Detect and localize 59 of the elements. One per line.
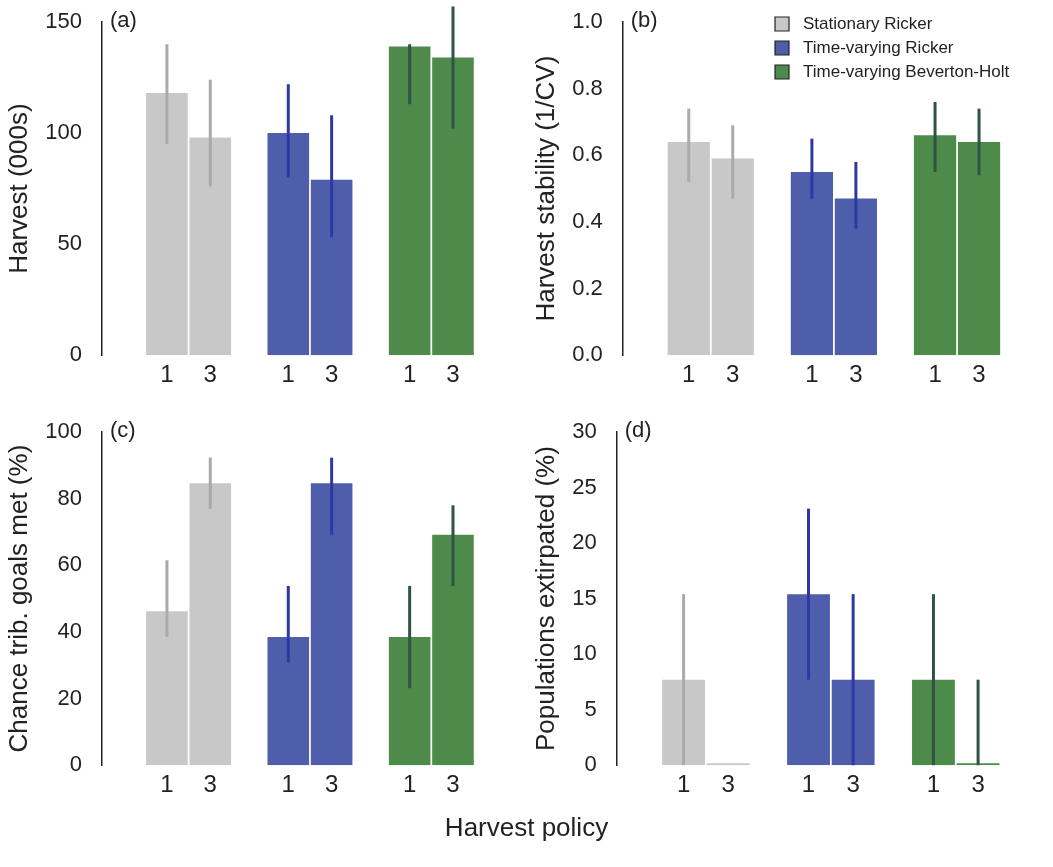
y-tick-label: 150 [45,8,82,34]
x-tick-label: 3 [446,770,460,798]
y-axis-title: Harvest stability (1/CV) [529,55,560,322]
x-axis-title: Harvest policy [443,812,610,843]
y-tick-label: 100 [45,418,82,444]
x-tick-label: 1 [682,360,696,388]
legend-label: Stationary Ricker [803,13,933,33]
x-tick-label: 3 [324,360,339,388]
y-tick-label: 100 [45,119,82,145]
x-tick-label: 1 [928,360,942,388]
y-tick-label: 30 [572,418,597,444]
y-tick-label: 40 [57,617,82,643]
annotation: (b) [630,7,658,33]
y-tick-label: 60 [57,551,82,577]
y-tick-label: 80 [57,484,82,510]
y-tick-label: 1.0 [572,8,603,34]
y-tick-label: 25 [572,473,597,499]
x-tick-label: 1 [801,770,816,798]
y-axis-title: Harvest (000s) [2,103,33,274]
x-tick-label: 3 [203,360,217,388]
legend-label: Time-varying Beverton-Holt [803,61,1010,81]
annotation: (a) [109,7,137,33]
x-tick-label: 3 [972,360,986,388]
y-tick-label: 0.4 [572,207,603,233]
y-tick-label: 0 [584,751,597,777]
x-tick-label: 1 [402,360,417,388]
legend-label: Time-varying Ricker [803,37,954,57]
x-tick-label: 3 [846,770,860,798]
x-tick-label: 3 [203,770,217,798]
x-tick-label: 1 [281,770,295,798]
x-tick-label: 1 [926,770,941,798]
y-tick-label: 20 [57,684,82,710]
x-tick-label: 3 [971,770,985,798]
x-tick-label: 3 [726,360,740,388]
y-tick-label: 15 [572,584,597,610]
y-axis-title: Populations extirpated (%) [529,446,560,752]
x-tick-label: 1 [281,360,295,388]
y-tick-label: 50 [57,230,82,256]
y-tick-label: 0.2 [572,274,603,300]
annotation: (c) [109,417,136,443]
text: (d) [624,417,652,443]
y-tick-label: 0 [69,341,82,367]
y-tick-label: 0.6 [572,141,603,167]
y-tick-label: 0.0 [572,341,603,367]
x-tick-label: 1 [402,770,417,798]
x-tick-label: 1 [805,360,819,388]
y-tick-label: 20 [572,529,597,555]
y-tick-label: 0 [69,751,82,777]
y-axis-title: Chance trib. goals met (%) [2,444,33,753]
x-tick-label: 3 [324,770,339,798]
y-tick-label: 10 [572,640,597,666]
x-tick-label: 1 [676,770,691,798]
x-tick-label: 3 [721,770,735,798]
y-tick-label: 5 [584,695,597,721]
x-tick-label: 3 [849,360,863,388]
x-tick-label: 1 [160,770,174,798]
y-tick-label: 0.8 [572,74,603,100]
x-tick-label: 1 [160,360,174,388]
x-tick-label: 3 [446,360,460,388]
